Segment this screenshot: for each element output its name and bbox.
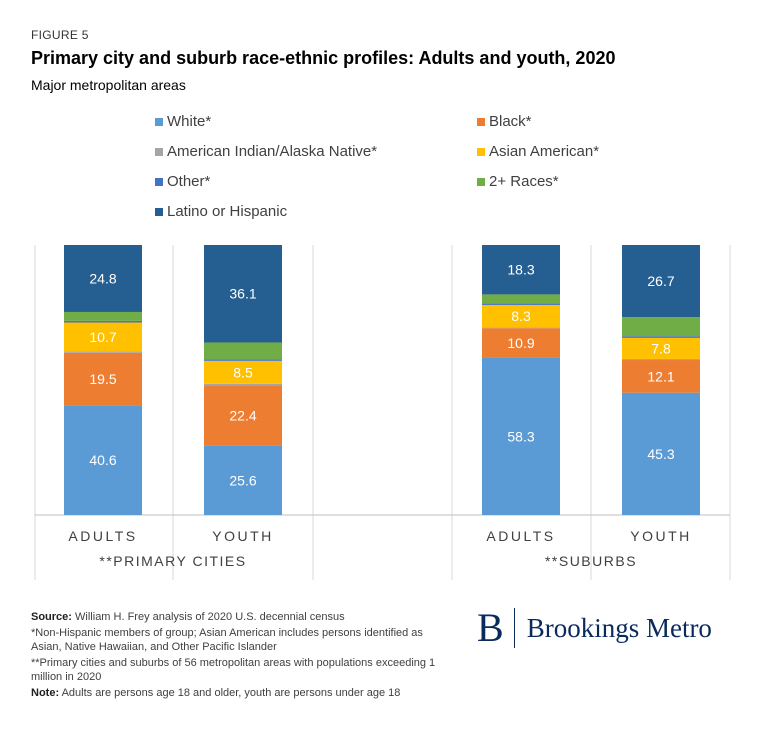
bar-segment: [622, 358, 700, 361]
data-label: 10.7: [89, 329, 116, 345]
bar-segment: [482, 303, 560, 305]
bar-segment: [204, 342, 282, 360]
bar-segment: [622, 317, 700, 337]
legend-item-other: Other*: [155, 173, 210, 190]
bar-segment: [204, 360, 282, 384]
legend-item-american-indian-alaska-native: American Indian/Alaska Native*: [155, 143, 377, 160]
data-label: 8.3: [511, 308, 531, 324]
legend-label: 2+ Races*: [489, 173, 559, 190]
bar-segment: [482, 294, 560, 304]
chart-subtitle: Major metropolitan areas: [31, 77, 186, 93]
legend-swatch: [155, 177, 163, 186]
bar-segment: [622, 392, 700, 515]
data-label: 36.1: [229, 286, 256, 302]
bar-segment: [482, 328, 560, 358]
legend-label: Asian American*: [489, 143, 600, 160]
legend-item-black: Black*: [477, 113, 532, 130]
bar-segment: [482, 357, 560, 515]
data-label: 12.1: [647, 368, 674, 384]
legend-item-latino-or-hispanic: Latino or Hispanic: [155, 203, 287, 220]
bar-segment: [622, 336, 700, 338]
bar-segment: [204, 245, 282, 343]
category-tick-label: ADULTS: [486, 528, 555, 544]
source-note: Source: William H. Frey analysis of 2020…: [31, 611, 345, 623]
legend-swatch: [155, 207, 163, 216]
legend-swatch: [477, 117, 485, 126]
bar-segment: [622, 360, 700, 393]
data-label: 26.7: [647, 273, 674, 289]
data-label: 58.3: [507, 428, 534, 444]
group-label: **SUBURBS: [545, 553, 637, 569]
category-tick-label: YOUTH: [630, 528, 692, 544]
bar-segment: [204, 385, 282, 446]
data-label: 24.8: [89, 270, 116, 286]
bar-segment: [64, 351, 142, 353]
bar-segment: [204, 445, 282, 515]
legend-label: Black*: [489, 113, 532, 130]
bar-segment: [64, 245, 142, 312]
figure-label: FIGURE 5: [31, 28, 89, 42]
legend-swatch: [155, 147, 163, 156]
age-note: Note: Adults are persons age 18 and olde…: [31, 687, 401, 699]
bar-segment: [622, 337, 700, 359]
data-label: 18.3: [507, 262, 534, 278]
stacked-bar-chart: 40.6 19.5 10.7 24.8 ADULTS 25.6 22.4 8.5 36.1 YOU…: [34, 245, 731, 580]
legend-swatch: [477, 147, 485, 156]
category-tick-label: YOUTH: [212, 528, 274, 544]
footnote-nonhispanic: *Non-Hispanic members of group; Asian Am…: [31, 627, 423, 653]
bar-segment: [204, 383, 282, 386]
data-label: 8.5: [233, 364, 253, 380]
data-label: 45.3: [647, 446, 674, 462]
bar-segment: [64, 405, 142, 515]
chart-notes: Source: William H. Frey analysis of 2020…: [31, 610, 451, 702]
data-label: 19.5: [89, 371, 116, 387]
legend-label: American Indian/Alaska Native*: [167, 143, 378, 160]
legend-item-asian-american: Asian American*: [477, 143, 599, 160]
bar-segment: [64, 320, 142, 323]
legend-swatch: [477, 177, 485, 186]
data-label: 25.6: [229, 472, 256, 488]
data-label: 22.4: [229, 408, 256, 424]
legend-item-2-races: 2+ Races*: [477, 173, 559, 190]
footnote-metro-areas: **Primary cities and suburbs of 56 metro…: [31, 657, 436, 683]
legend-label: White*: [167, 113, 212, 130]
bar-segment: [482, 245, 560, 295]
bar-segment: [64, 322, 142, 352]
data-label: 7.8: [651, 340, 671, 356]
legend-swatch: [155, 117, 163, 126]
data-label: 40.6: [89, 452, 116, 468]
legend-item-white: White*: [155, 113, 211, 130]
bar-segment: [482, 327, 560, 329]
chart-title: Primary city and suburb race-ethnic prof…: [31, 48, 616, 68]
data-label: 10.9: [507, 335, 534, 351]
bar-segment: [482, 304, 560, 328]
group-label: **PRIMARY CITIES: [99, 553, 246, 569]
legend-label: Other*: [167, 173, 211, 190]
bar-segment: [204, 359, 282, 361]
brand-name: Brookings Metro: [526, 612, 712, 643]
brand-letter: B: [477, 605, 504, 650]
bar-segment: [64, 311, 142, 321]
brookings-metro-logo: B Brookings Metro: [477, 606, 712, 650]
bar-segment: [622, 245, 700, 318]
category-tick-label: ADULTS: [68, 528, 137, 544]
legend-label: Latino or Hispanic: [167, 203, 288, 220]
brand-divider: [513, 608, 515, 648]
bar-segment: [64, 352, 142, 406]
